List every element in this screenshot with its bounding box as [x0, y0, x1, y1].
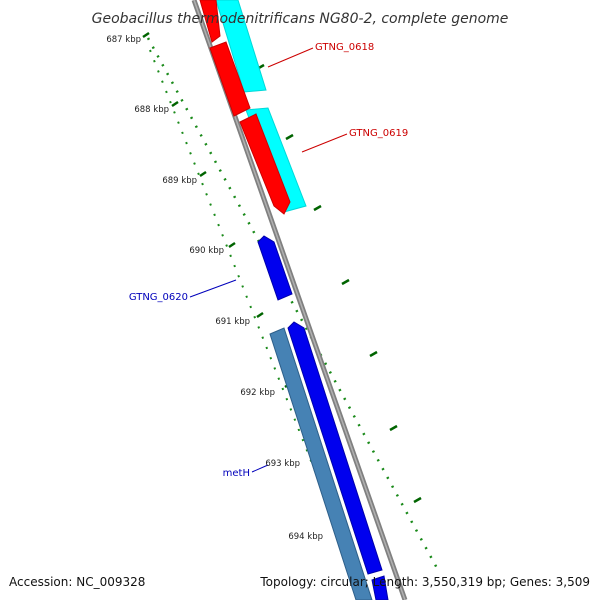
tick-label-694: 694 kbp — [288, 532, 323, 542]
cds-blue-long — [287, 321, 389, 600]
gene-label-gtng-0620[interactable]: GTNG_0620 — [129, 292, 188, 303]
gene-label-gtng-0619[interactable]: GTNG_0619 — [349, 128, 408, 139]
outer-dotted-track — [146, 37, 440, 571]
topology-text: Topology: circular; Length: 3,550,319 bp… — [259, 575, 590, 589]
tick-label-688: 688 kbp — [134, 105, 169, 115]
accession-text: Accession: NC_009328 — [9, 575, 145, 589]
tick-label-689: 689 kbp — [162, 176, 197, 186]
tick-label-693: 693 kbp — [265, 459, 300, 469]
tick-label-692: 692 kbp — [240, 388, 275, 398]
gene-label-meth[interactable]: metH — [223, 468, 250, 479]
genome-title: Geobacillus thermodenitrificans NG80-2, … — [92, 11, 509, 27]
gene-label-gtng-0618[interactable]: GTNG_0618 — [315, 42, 374, 53]
tick-label-690: 690 kbp — [189, 246, 224, 256]
gene-leader-lines — [189, 47, 348, 473]
cds-blue-gtng-0620 — [257, 235, 293, 301]
tick-label-687: 687 kbp — [106, 35, 141, 45]
cds-red-genes — [199, 0, 291, 215]
cds-steel-meth — [269, 327, 373, 600]
tick-label-691: 691 kbp — [215, 317, 250, 327]
